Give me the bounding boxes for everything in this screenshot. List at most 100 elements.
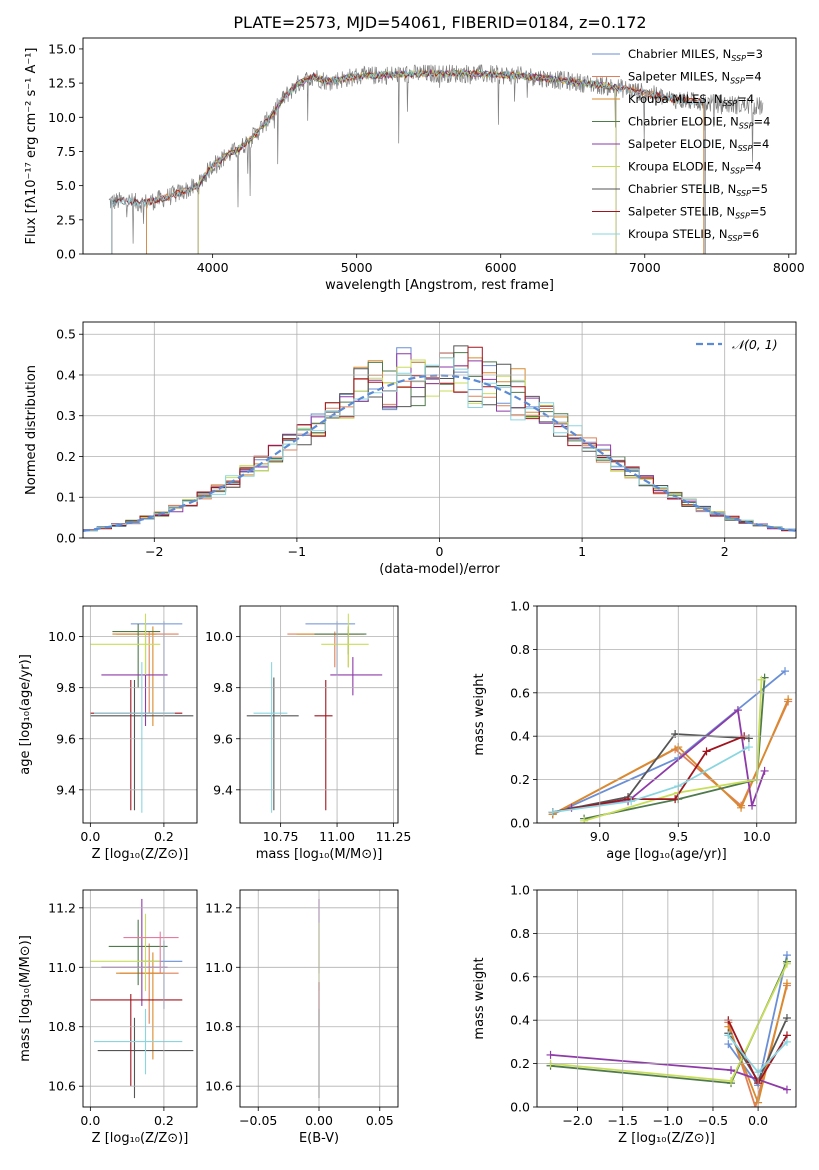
weight-marker-kroupa_miles xyxy=(784,695,793,704)
point-salpeter_miles xyxy=(119,943,179,1024)
weight_vs_z-plot-area xyxy=(546,951,791,1107)
point-kroupa_stelib xyxy=(253,662,288,813)
weight-marker-salpeter_miles xyxy=(751,1103,760,1107)
x-tick-label: 2 xyxy=(721,544,729,559)
y-axis-label: Normed distribution xyxy=(24,365,39,495)
y-tick-label: 0.6 xyxy=(510,969,530,984)
weight_vs_age-plot-area xyxy=(548,667,793,823)
x-tick-label: 5000 xyxy=(341,260,373,275)
x-axis-label: age [log₁₀(age/yr)] xyxy=(606,847,727,862)
point-kroupa_miles xyxy=(296,628,365,668)
x-tick-label: 0.0 xyxy=(748,1113,768,1128)
y-tick-label: 9.8 xyxy=(213,680,233,695)
y-tick-label: 5.0 xyxy=(56,178,76,193)
y-tick-label: 10.8 xyxy=(48,1019,76,1034)
weight-marker-kroupa_stelib xyxy=(548,808,557,817)
x-tick-label: −2.0 xyxy=(562,1113,592,1128)
x-axis-label: Z [log₁₀(Z/Z⊙)] xyxy=(92,847,189,862)
spectrum-plot-area xyxy=(108,64,764,254)
panel-residuals: −2 −1 0 1 2 0.0 0.1 0.2 0.3 0.4 0.5 (data-model)/er… xyxy=(24,321,797,577)
point-kroupa_stelib xyxy=(94,1008,183,1075)
legend-entry-salpeter_stelib: Salpeter STELIB, NSSP=5 xyxy=(628,205,767,221)
y-axis-label: mass [log₁₀(M/M⊙)] xyxy=(18,935,33,1062)
point-kroupa_elodie xyxy=(90,613,161,675)
y-tick-label: 0.2 xyxy=(56,449,76,464)
weight-marker-salpeter_elodie xyxy=(782,1085,791,1094)
weight-marker-salpeter_elodie xyxy=(546,1050,555,1059)
y-tick-label: 0.0 xyxy=(510,1100,530,1115)
point-kroupa_stelib xyxy=(94,662,175,813)
mass_vs_z-plot-area xyxy=(90,898,194,1099)
legend-entry-salpeter_elodie: Salpeter ELODIE, NSSP=4 xyxy=(628,137,769,153)
x-tick-label: 9.0 xyxy=(590,829,610,844)
spectrum-model-line-salpeter_miles xyxy=(146,69,705,254)
weight-marker-chabrier_miles xyxy=(781,667,790,676)
point-kroupa_miles xyxy=(112,626,157,726)
point-chabrier_elodie xyxy=(112,623,161,688)
y-tick-label: 0.5 xyxy=(56,327,76,342)
point-salpeter_elodie xyxy=(101,898,168,1006)
y-tick-label: 10.0 xyxy=(48,629,76,644)
weight-marker-kroupa_stelib xyxy=(724,1031,733,1040)
x-tick-label: 0.2 xyxy=(154,829,174,844)
y-axis-label: age [log₁₀(age/yr)] xyxy=(18,654,33,775)
weight-marker-kroupa_stelib xyxy=(744,743,753,752)
y-tick-label: 9.4 xyxy=(213,782,233,797)
weight-line-chabrier_elodie xyxy=(583,677,766,820)
y-tick-label: 10.0 xyxy=(48,110,76,125)
y-tick-label: 0.3 xyxy=(56,408,76,423)
residuals-frame xyxy=(82,321,797,539)
x-tick-label: 9.5 xyxy=(668,829,688,844)
y-tick-label: 0.8 xyxy=(510,642,530,657)
legend-entry-chabrier_elodie: Chabrier ELODIE, NSSP=4 xyxy=(628,115,770,131)
point-salpeter_stelib xyxy=(314,680,333,811)
point-chabrier_elodie xyxy=(314,626,367,655)
legend-entry-chabrier_stelib: Chabrier STELIB, NSSP=5 xyxy=(628,182,768,198)
weight-marker-kroupa_elodie xyxy=(580,816,589,823)
age_vs_mass-frame xyxy=(239,605,399,824)
x-tick-label: 0.05 xyxy=(366,1113,394,1128)
weight-marker-chabrier_stelib xyxy=(782,1014,791,1023)
panel-mass_vs_z: 0.0 0.2 10.6 10.8 11.0 11.2 Z [log₁₀(Z/Z⊙)] mas… xyxy=(18,889,198,1146)
y-axis-label: mass weight xyxy=(472,673,487,755)
panel-mass_vs_ebv: −0.05 0.00 0.05 10.6 10.8 11.0 11.2 E(B-V) xyxy=(205,889,399,1146)
weight-marker-kroupa_elodie xyxy=(782,959,791,968)
y-tick-label: 0.4 xyxy=(56,367,76,382)
x-axis-label: (data-model)/error xyxy=(379,562,500,577)
legend-entry-chabrier_miles: Chabrier MILES, NSSP=3 xyxy=(628,47,763,63)
weight-marker-salpeter_elodie xyxy=(748,801,757,810)
weight-marker-kroupa_miles xyxy=(737,803,746,812)
y-tick-label: 9.4 xyxy=(56,782,76,797)
x-tick-label: −0.05 xyxy=(239,1113,277,1128)
y-tick-label: 0.0 xyxy=(56,531,76,546)
age_vs_z-frame xyxy=(82,605,198,824)
weight-marker-chabrier_stelib xyxy=(671,730,680,739)
y-tick-label: 0.0 xyxy=(56,247,76,262)
panel-age_vs_z: 0.0 0.2 9.4 9.6 9.8 10.0 Z [log₁₀(Z/Z⊙)] age [l… xyxy=(18,605,198,862)
x-tick-label: 0 xyxy=(436,544,444,559)
weight-line-salpeter_miles xyxy=(552,701,790,816)
x-tick-label: 10.0 xyxy=(743,829,771,844)
x-tick-label: 8000 xyxy=(773,260,805,275)
point-salpeter_stelib xyxy=(90,994,183,1087)
spectrum-model-line-salpeter_stelib xyxy=(111,68,706,254)
mass_vs_z-frame xyxy=(82,889,198,1108)
y-tick-label: 0.0 xyxy=(510,816,530,831)
weight-line-kroupa_elodie xyxy=(583,679,763,822)
weight-marker-salpeter_elodie xyxy=(760,766,769,775)
spectrum-model-line-chabrier_miles xyxy=(146,69,705,254)
legend-entry-gaussian: 𝒩(0, 1) xyxy=(732,337,778,352)
spectrum-legend: Chabrier MILES, NSSP=3 Salpeter MILES, NS… xyxy=(592,47,770,243)
y-tick-label: 11.2 xyxy=(205,900,233,915)
spectrum-model-line-chabrier_stelib xyxy=(111,69,706,254)
x-tick-label: 4000 xyxy=(197,260,229,275)
y-tick-label: 0.6 xyxy=(510,685,530,700)
point-kroupa_miles xyxy=(116,952,164,1060)
y-tick-label: 0.2 xyxy=(510,1056,530,1071)
weight-marker-kroupa_stelib xyxy=(627,797,636,806)
age_vs_mass-plot-area xyxy=(246,613,383,813)
weight-line-kroupa_stelib xyxy=(552,746,750,813)
point-salpeter_elodie xyxy=(330,657,383,696)
weight-marker-salpeter_stelib xyxy=(671,795,680,804)
